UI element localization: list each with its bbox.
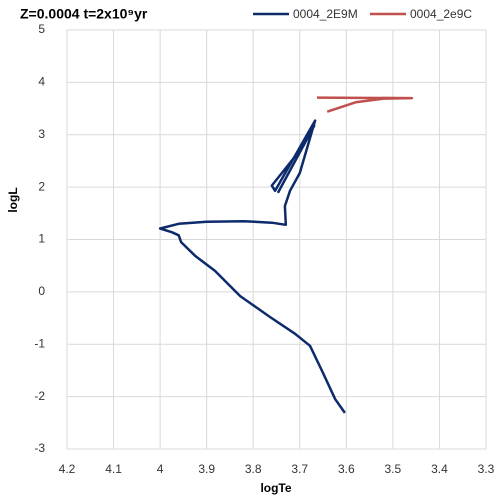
x-tick-label: 3.4 — [431, 462, 448, 476]
series-line — [158, 119, 346, 414]
y-tick-label: -3 — [34, 441, 45, 455]
series-line — [316, 96, 414, 113]
chart-title: Z=0.0004 t=2x10⁹yr — [20, 6, 148, 22]
x-tick-label: 3.8 — [245, 462, 262, 476]
y-axis-label: logL — [6, 187, 20, 212]
y-tick-label: 4 — [38, 75, 45, 89]
x-tick-label: 4.2 — [59, 462, 76, 476]
y-tick-label: 2 — [38, 179, 45, 193]
y-tick-label: 0 — [38, 284, 45, 298]
x-tick-label: 4 — [157, 462, 164, 476]
x-tick-label: 3.5 — [385, 462, 402, 476]
legend-label: 0004_2e9C — [410, 7, 472, 21]
legend-label: 0004_2E9M — [293, 7, 358, 21]
x-tick-label: 3.3 — [478, 462, 495, 476]
y-tick-label: 3 — [38, 127, 45, 141]
x-axis-label: logTe — [260, 481, 291, 495]
x-tick-label: 3.9 — [198, 462, 215, 476]
x-tick-label: 3.7 — [291, 462, 308, 476]
y-tick-label: -2 — [34, 389, 45, 403]
x-tick-label: 4.1 — [105, 462, 122, 476]
y-tick-label: -1 — [34, 336, 45, 350]
y-tick-label: 1 — [38, 232, 45, 246]
y-tick-label: 5 — [38, 22, 45, 36]
x-tick-label: 3.6 — [338, 462, 355, 476]
